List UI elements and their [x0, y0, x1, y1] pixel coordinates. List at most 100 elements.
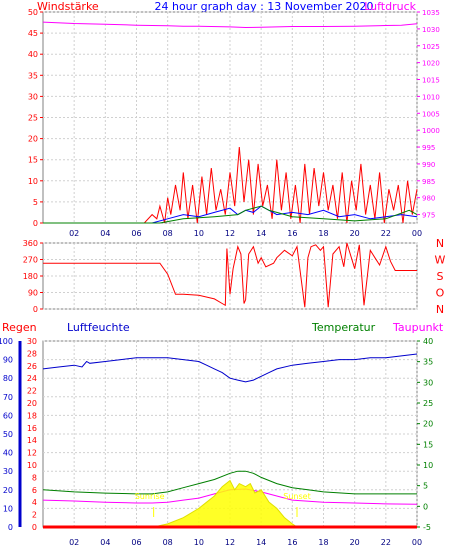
x-tick-label: 06: [131, 229, 141, 238]
y-tick-label: 14: [27, 436, 37, 445]
taupunkt-label: Taupunkt: [392, 321, 444, 334]
panel-3-x-ticks: 02 04 06 08 10 12 14 16 18 20 22 00: [69, 538, 422, 547]
x-tick-label: 14: [256, 229, 266, 238]
y-tick-label: 40: [28, 50, 38, 59]
regen-label: Regen: [2, 321, 37, 334]
series-line-0: [42, 353, 418, 383]
y-tick-label: 30: [27, 337, 37, 346]
y-right-tick-label: 35: [423, 358, 433, 367]
y-right-tick-label: 0: [423, 502, 428, 511]
y-right-tick-label: -5: [423, 523, 431, 532]
y-right-tick-label: 975: [422, 212, 435, 220]
y-right-tick-label: 1035: [422, 9, 440, 17]
y-right-tick-label: 1010: [422, 93, 440, 101]
temperatur-label: Temperatur: [311, 321, 376, 334]
y-tick-label: 18: [27, 411, 37, 420]
y-right-tick-label: 1020: [422, 60, 440, 68]
x-tick-label: 08: [163, 538, 173, 547]
panel-1-grid: [43, 11, 418, 224]
panel-3-regen-ticks: 0 10 20 30 40 50 60 70 80 90 100: [0, 337, 22, 532]
x-tick-label: 08: [163, 229, 173, 238]
y-tick-label: 6: [32, 486, 37, 495]
panel-1-y-right-ticks: 975 980 985 990 995 1000 1005 1010 1015 1020 1025 1…: [417, 9, 440, 220]
series-line-1: [43, 146, 418, 224]
y-tick-label: 10: [3, 504, 13, 513]
y-right-tick-label: 995: [422, 144, 435, 152]
y-tick-label: 45: [28, 29, 38, 38]
y-tick-label: 20: [28, 135, 38, 144]
y-tick-label: 4: [32, 498, 37, 507]
series-line-3: [43, 205, 418, 224]
y-tick-label: 100: [0, 337, 13, 346]
x-tick-label: 00: [412, 538, 422, 547]
y-tick-label: 50: [28, 8, 38, 17]
panel-2-grid: [43, 242, 418, 310]
x-tick-label: 16: [287, 538, 297, 547]
y-right-tick-label: 1015: [422, 77, 440, 85]
y-tick-label: 0: [33, 219, 38, 228]
sunrise-label: Sunrise: [135, 492, 165, 501]
x-tick-label: 18: [318, 538, 328, 547]
panel-3-annotations: Sunrise Sunset: [135, 492, 311, 517]
y-tick-label: 5: [33, 198, 38, 207]
y-right-tick-label: 985: [422, 178, 435, 186]
y-tick-label: 22: [27, 387, 37, 396]
y-tick-label: 20: [3, 486, 13, 495]
x-tick-label: 10: [194, 229, 204, 238]
y-tick-label: 270: [23, 256, 38, 265]
x-tick-label: 16: [287, 229, 297, 238]
y-tick-label: 0: [8, 523, 13, 532]
y-tick-label: 25: [28, 114, 38, 123]
y-right-tick-label: 10: [423, 461, 433, 470]
y-tick-label: 20: [27, 399, 37, 408]
panel-1-x-ticks: 02 04 06 08 10 12 14 16 18 20 22 00: [69, 229, 422, 238]
panel-3-grid: [43, 340, 418, 528]
y-right-tick-label: 40: [423, 337, 433, 346]
x-tick-label: 12: [225, 229, 235, 238]
x-tick-label: 10: [194, 538, 204, 547]
y-tick-label: 26: [27, 362, 37, 371]
y-right-tick-label: 30: [423, 378, 433, 387]
compass-label: N: [436, 303, 444, 316]
windstaerke-label: Windstärke: [37, 0, 99, 13]
y-right-tick-label: 1030: [422, 26, 440, 34]
compass-label: W: [435, 254, 446, 267]
y-tick-label: 40: [3, 449, 13, 458]
y-tick-label: 50: [3, 430, 13, 439]
y-right-tick-label: 990: [422, 161, 435, 169]
x-tick-label: 18: [318, 229, 328, 238]
y-tick-label: 10: [28, 177, 38, 186]
y-tick-label: 15: [28, 156, 38, 165]
series-line-0: [42, 21, 418, 29]
y-tick-label: 80: [3, 374, 13, 383]
x-tick-label: 04: [100, 538, 110, 547]
panel-3-temp-ticks: -5 0 5 10 15 20 25 30 35 40: [417, 337, 433, 532]
panel-3-series: [42, 353, 418, 529]
y-right-tick-label: 15: [423, 440, 433, 449]
y-tick-label: 24: [27, 374, 37, 383]
x-tick-label: 00: [412, 229, 422, 238]
y-tick-label: 0: [32, 523, 37, 532]
compass-label: O: [436, 287, 445, 300]
x-tick-label: 20: [350, 538, 360, 547]
x-tick-label: 02: [69, 229, 79, 238]
x-tick-label: 22: [381, 229, 391, 238]
sunset-label: Sunset: [283, 492, 310, 501]
x-tick-label: 02: [69, 538, 79, 547]
luftfeuchte-label: Luftfeuchte: [67, 321, 130, 334]
y-tick-label: 70: [3, 393, 13, 402]
y-right-tick-label: 25: [423, 399, 433, 408]
y-tick-label: 10: [27, 461, 37, 470]
luftdruck-label: Luftdruck: [364, 0, 416, 13]
y-tick-label: 90: [3, 356, 13, 365]
y-tick-label: 16: [27, 424, 37, 433]
x-tick-label: 22: [381, 538, 391, 547]
y-tick-label: 360: [23, 239, 38, 248]
y-right-tick-label: 980: [422, 195, 435, 203]
y-tick-label: 35: [28, 71, 38, 80]
panel-1-series: [42, 21, 418, 224]
y-tick-label: 8: [32, 473, 37, 482]
